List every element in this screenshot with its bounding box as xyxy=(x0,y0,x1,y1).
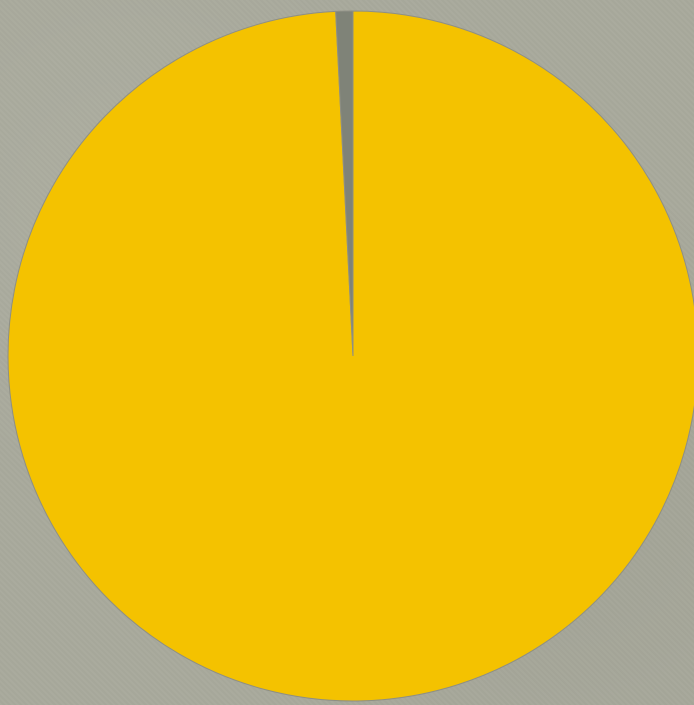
pie-slice-2 xyxy=(335,10,354,357)
pie-slices xyxy=(7,10,694,702)
pie-slice-1 xyxy=(7,10,694,702)
